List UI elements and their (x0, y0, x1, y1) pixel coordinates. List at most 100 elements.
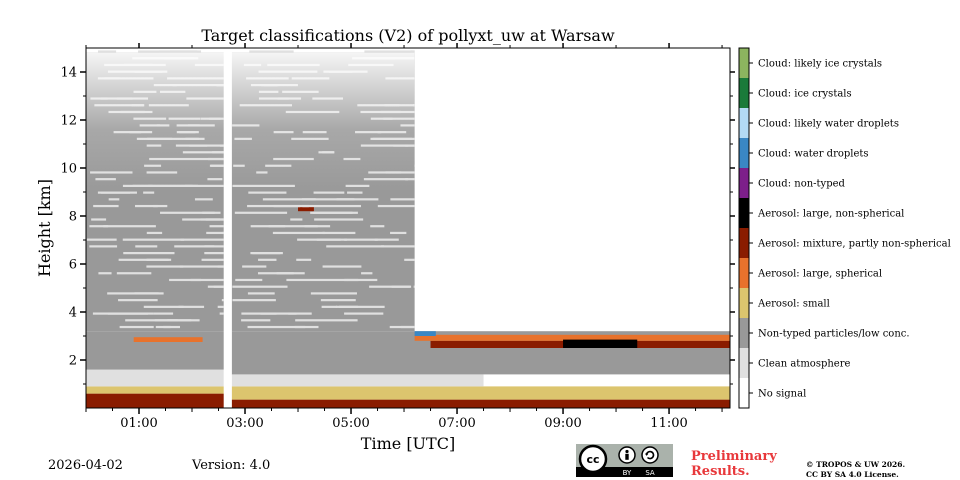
streak (135, 204, 158, 208)
region-4 (133, 337, 203, 342)
legend-label-10: Clean atmosphere (758, 359, 851, 370)
streak (322, 231, 356, 235)
streak (200, 218, 221, 221)
legend-swatch-6 (739, 228, 749, 258)
y-tick-label-2: 6 (69, 258, 77, 273)
streak (146, 231, 163, 235)
streak (410, 50, 415, 53)
legend-swatch-3 (739, 138, 749, 168)
streak (116, 272, 152, 275)
streak (153, 204, 168, 208)
streak (258, 258, 277, 261)
streak (322, 265, 362, 268)
legend-label-5: Aerosol: large, non-spherical (757, 209, 904, 220)
class-legend: Cloud: likely ice crystals Cloud: ice cry… (738, 47, 951, 409)
streak (413, 285, 415, 288)
streak (336, 198, 379, 201)
legend-label-8: Aerosol: small (757, 299, 830, 310)
region-0 (86, 393, 224, 408)
streak (89, 245, 118, 248)
legend-swatch-8 (739, 288, 749, 318)
cc-logo-text: cc (586, 453, 599, 466)
streak (179, 265, 224, 268)
copyright-notice: © TROPOS & UW 2026. CC BY SA 4.0 License… (806, 460, 905, 480)
streak (234, 211, 288, 214)
streak (154, 319, 178, 322)
legend-label-11: No signal (758, 389, 806, 400)
streak (180, 238, 224, 241)
streak (248, 191, 287, 194)
streak (135, 245, 158, 248)
streak (93, 204, 119, 208)
x-tick-label-5: 11:00 (650, 416, 687, 431)
y-tick-label-1: 4 (69, 306, 77, 321)
x-tick-label-1: 03:00 (226, 416, 263, 431)
legend-swatch-9 (739, 318, 749, 348)
streak (247, 292, 275, 295)
region-8 (231, 374, 484, 387)
streak (361, 272, 373, 275)
copyright-line-2: CC BY SA 4.0 License. (806, 470, 899, 479)
streak (241, 319, 271, 322)
legend-swatch-10 (739, 348, 749, 378)
streak (249, 50, 294, 53)
streak (98, 50, 117, 53)
streak (374, 238, 399, 241)
legend-label-1: Cloud: ice crystals (758, 89, 852, 100)
region-2 (86, 369, 224, 387)
upper-fade (86, 52, 415, 192)
streak (250, 225, 286, 228)
streak (107, 292, 159, 295)
streak (290, 218, 303, 221)
streak (89, 225, 109, 228)
legend-label-7: Aerosol: large, spherical (757, 269, 882, 280)
streak (260, 312, 297, 315)
streak (155, 325, 171, 329)
footer-version: Version: 4.0 (192, 458, 271, 473)
streak (217, 265, 224, 268)
x-tick-label-4: 09:00 (544, 416, 581, 431)
streak (86, 238, 117, 241)
streak (389, 325, 415, 329)
streak (160, 211, 215, 214)
streak (304, 225, 331, 228)
streak (241, 312, 277, 315)
streak (125, 319, 178, 322)
streak (174, 245, 215, 248)
cc-logo-icon (578, 444, 608, 474)
footer-date: 2026-04-02 (48, 458, 123, 473)
legend-frame (738, 47, 750, 409)
streak (134, 292, 164, 295)
streak (390, 198, 415, 201)
streak (302, 204, 362, 208)
streak (201, 258, 224, 261)
data-gap (223, 48, 232, 408)
streak (221, 299, 224, 302)
preliminary-notice: Preliminary Results. (691, 449, 777, 479)
streak (381, 245, 415, 248)
streak (316, 238, 341, 241)
x-tick-label-0: 01:00 (120, 416, 157, 431)
streak (122, 238, 185, 241)
streak (262, 198, 316, 201)
region-13 (414, 331, 436, 336)
streak (338, 305, 385, 308)
streak (101, 191, 137, 194)
streak (207, 285, 224, 288)
y-tick-label-3: 8 (69, 210, 77, 225)
legend-swatch-7 (739, 258, 749, 288)
streak (219, 312, 224, 315)
sa-share-icon (641, 446, 659, 464)
plot-frame (85, 47, 731, 409)
region-15 (298, 206, 314, 212)
streak (344, 312, 384, 315)
streak (320, 299, 356, 302)
streak (369, 285, 410, 288)
streak (103, 225, 156, 228)
legend-label-6: Aerosol: mixture, partly non-spherical (757, 239, 951, 250)
streak (273, 204, 301, 208)
streak (294, 325, 319, 329)
by-label: BY (623, 469, 632, 477)
streak (176, 319, 192, 322)
